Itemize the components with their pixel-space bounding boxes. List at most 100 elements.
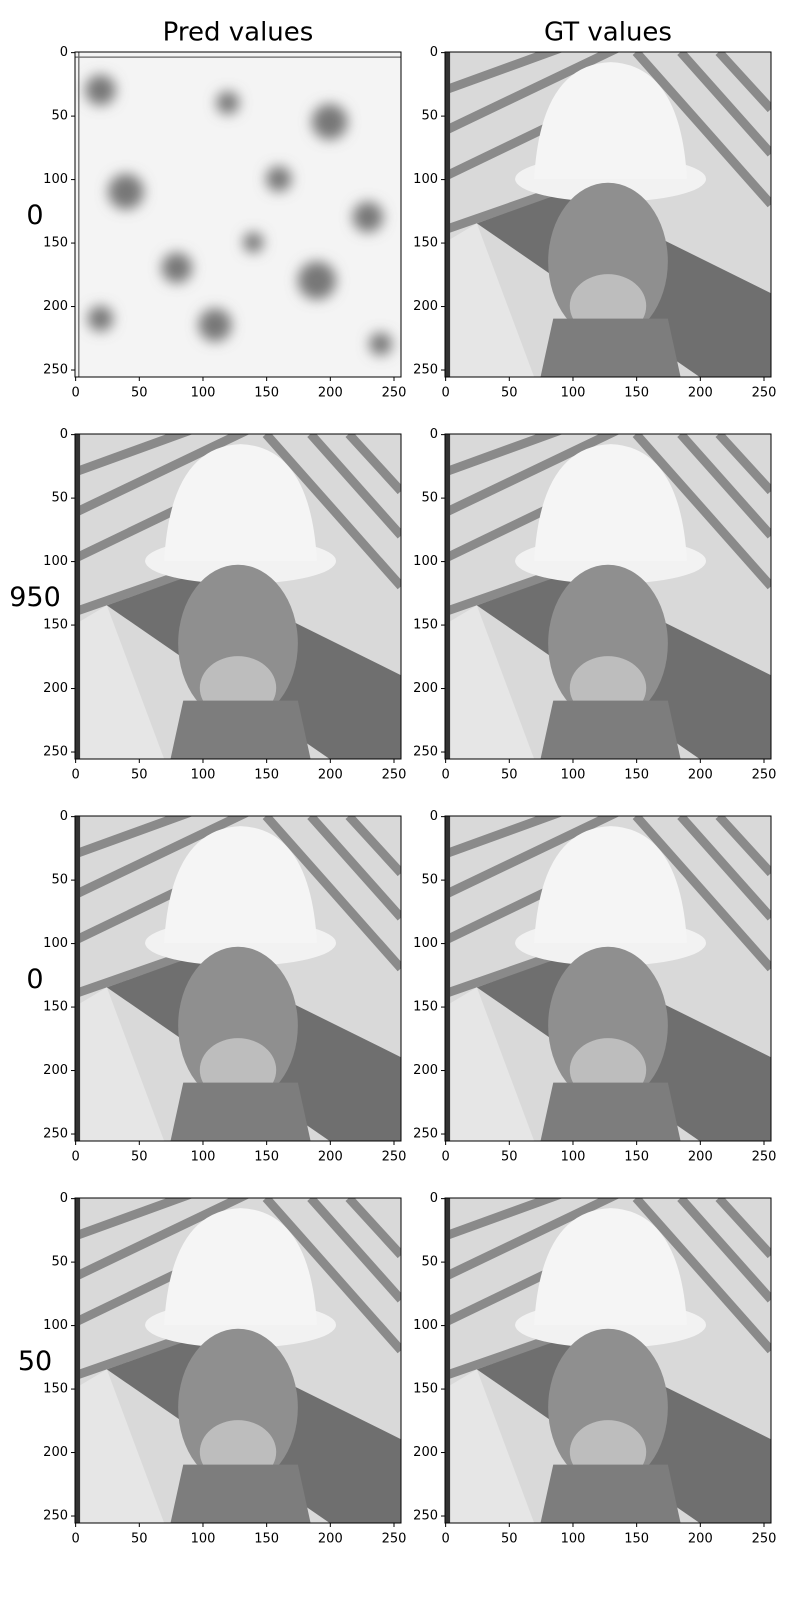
x-tick-label: 150: [254, 1532, 279, 1547]
y-tick-label: 250: [413, 1127, 438, 1142]
y-tick-label: 250: [413, 745, 438, 760]
y-tick-label: 200: [413, 1063, 438, 1078]
y-tick-label: 150: [43, 236, 68, 251]
x-tick-label: 150: [254, 1150, 279, 1165]
y-tick-label: 250: [413, 363, 438, 378]
x-tick-label: 0: [441, 768, 449, 783]
y-tick-label: 50: [421, 873, 438, 888]
row-label: 0: [26, 964, 43, 995]
image: [445, 1185, 771, 1523]
y-tick-label: 100: [413, 1318, 438, 1333]
image: [75, 52, 401, 377]
y-tick-label: 200: [43, 299, 68, 314]
row-label: 950: [9, 582, 61, 613]
x-tick-label: 0: [71, 1150, 79, 1165]
y-tick-label: 100: [413, 172, 438, 187]
y-tick-label: 150: [43, 618, 68, 633]
x-tick-label: 200: [688, 768, 713, 783]
x-tick-label: 250: [382, 768, 407, 783]
y-tick-label: 100: [43, 554, 68, 569]
x-tick-label: 200: [318, 768, 343, 783]
x-tick-label: 100: [191, 768, 216, 783]
x-tick-label: 250: [752, 1150, 777, 1165]
x-tick-label: 0: [71, 1532, 79, 1547]
x-tick-label: 150: [254, 768, 279, 783]
y-tick-label: 50: [51, 873, 68, 888]
y-tick-label: 150: [413, 1382, 438, 1397]
y-tick-label: 50: [421, 491, 438, 506]
x-tick-label: 100: [561, 1150, 586, 1165]
y-tick-label: 50: [51, 491, 68, 506]
x-tick-label: 50: [131, 768, 148, 783]
x-tick-label: 100: [191, 386, 216, 401]
x-tick-label: 150: [624, 768, 649, 783]
x-tick-label: 200: [688, 386, 713, 401]
y-tick-label: 100: [43, 936, 68, 951]
y-tick-label: 150: [43, 1000, 68, 1015]
image: [445, 39, 771, 377]
x-tick-label: 50: [131, 1532, 148, 1547]
x-tick-label: 250: [382, 386, 407, 401]
x-tick-label: 0: [71, 386, 79, 401]
image: [75, 1185, 401, 1523]
row-label: 0: [26, 200, 43, 231]
y-tick-label: 100: [413, 936, 438, 951]
y-tick-label: 0: [60, 1191, 68, 1206]
y-tick-label: 50: [51, 1255, 68, 1270]
x-tick-label: 100: [561, 386, 586, 401]
x-tick-label: 50: [131, 386, 148, 401]
image: [75, 421, 401, 759]
y-tick-label: 200: [413, 299, 438, 314]
image: [445, 803, 771, 1141]
y-tick-label: 0: [60, 427, 68, 442]
x-tick-label: 250: [752, 1532, 777, 1547]
x-tick-label: 200: [318, 386, 343, 401]
y-tick-label: 0: [60, 809, 68, 824]
y-tick-label: 150: [413, 1000, 438, 1015]
x-tick-label: 100: [191, 1532, 216, 1547]
y-tick-label: 250: [413, 1509, 438, 1524]
y-tick-label: 250: [43, 1509, 68, 1524]
y-tick-label: 200: [413, 1445, 438, 1460]
x-tick-label: 50: [501, 1150, 518, 1165]
x-tick-label: 0: [441, 1532, 449, 1547]
x-tick-label: 150: [624, 386, 649, 401]
axes-frame: [444, 815, 772, 1142]
y-tick-label: 50: [421, 109, 438, 124]
y-tick-label: 100: [43, 172, 68, 187]
y-tick-label: 0: [430, 809, 438, 824]
x-tick-label: 250: [752, 768, 777, 783]
x-tick-label: 50: [501, 768, 518, 783]
axes-frame: [74, 433, 402, 760]
subplot-title: GT values: [544, 18, 672, 48]
axes-frame: [444, 51, 772, 378]
y-tick-label: 200: [43, 1063, 68, 1078]
x-tick-label: 200: [318, 1532, 343, 1547]
x-tick-label: 250: [382, 1150, 407, 1165]
y-tick-label: 0: [430, 1191, 438, 1206]
y-tick-label: 200: [43, 1445, 68, 1460]
x-tick-label: 150: [624, 1150, 649, 1165]
x-tick-label: 100: [561, 1532, 586, 1547]
x-tick-label: 150: [624, 1532, 649, 1547]
y-tick-label: 0: [430, 427, 438, 442]
x-tick-label: 0: [71, 768, 79, 783]
x-tick-label: 150: [254, 386, 279, 401]
x-tick-label: 0: [441, 1150, 449, 1165]
y-tick-label: 200: [413, 681, 438, 696]
x-tick-label: 50: [131, 1150, 148, 1165]
x-tick-label: 0: [441, 386, 449, 401]
subplot-title: Pred values: [163, 18, 314, 48]
image: [445, 421, 771, 759]
axes-frame: [74, 815, 402, 1142]
y-tick-label: 50: [51, 109, 68, 124]
row-label: 50: [18, 1346, 52, 1377]
x-tick-label: 50: [501, 386, 518, 401]
axes-frame: [444, 1197, 772, 1524]
x-tick-label: 250: [382, 1532, 407, 1547]
x-tick-label: 200: [688, 1532, 713, 1547]
image: [75, 803, 401, 1141]
x-tick-label: 200: [688, 1150, 713, 1165]
